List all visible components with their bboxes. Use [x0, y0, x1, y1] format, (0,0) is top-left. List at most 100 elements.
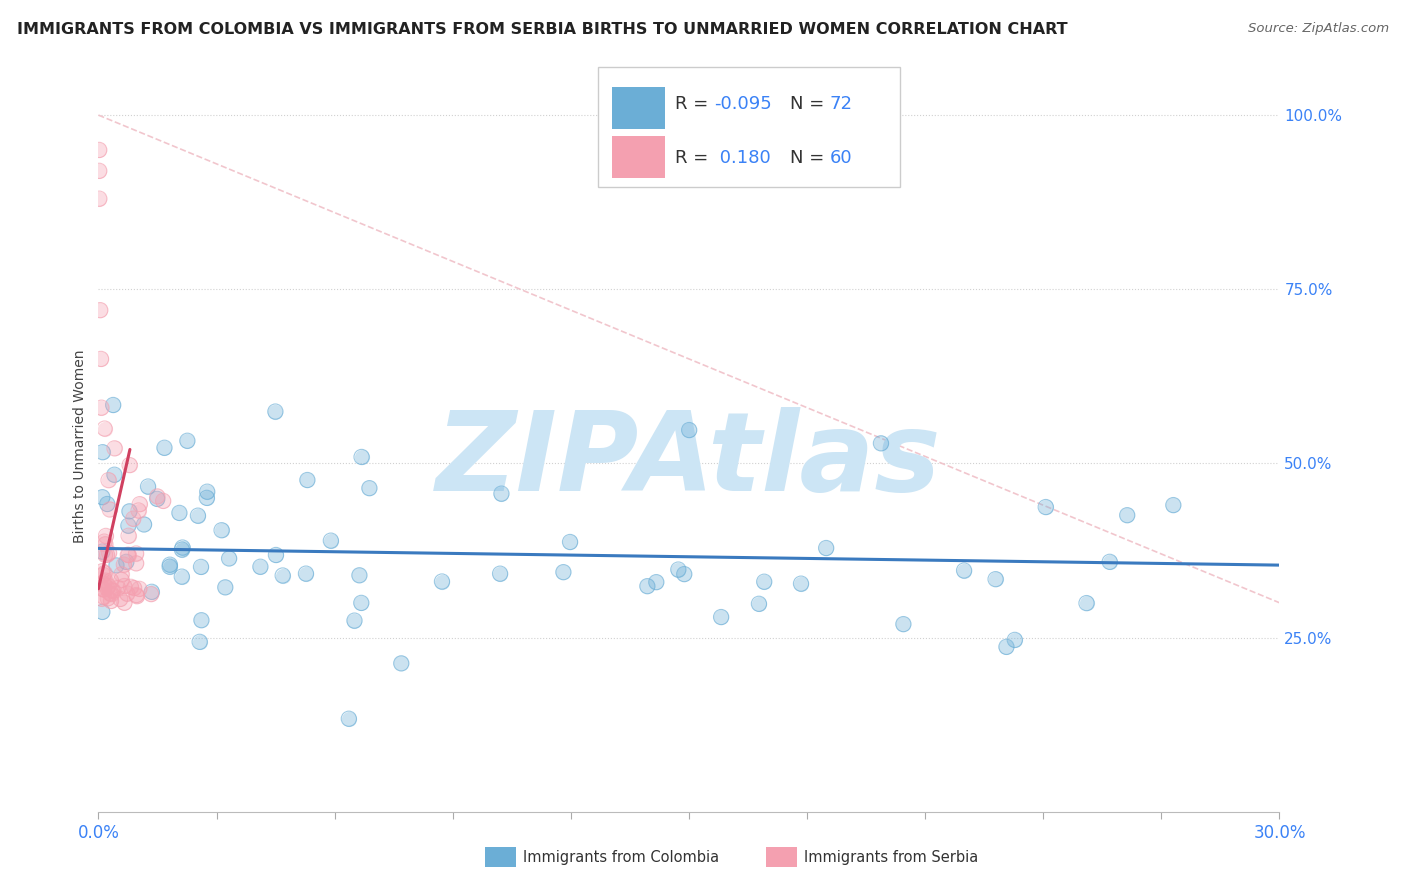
Point — [94, 537, 117, 551]
Point — [125, 589, 148, 603]
Point — [249, 559, 271, 574]
Point — [90, 401, 112, 415]
Point — [125, 547, 148, 561]
Point — [93, 576, 115, 591]
Point — [101, 583, 124, 598]
Point — [159, 558, 181, 572]
Point — [188, 635, 211, 649]
Point — [101, 583, 124, 598]
Point — [94, 537, 117, 551]
Point — [89, 303, 111, 318]
Point — [666, 563, 689, 577]
Point — [105, 558, 128, 573]
Point — [195, 491, 218, 505]
Point — [103, 584, 125, 599]
Point — [489, 566, 512, 581]
Point — [91, 605, 114, 619]
Point — [98, 502, 121, 516]
Point — [107, 581, 129, 595]
Point — [645, 575, 668, 590]
Point — [350, 450, 373, 464]
Point — [115, 586, 138, 600]
Point — [153, 441, 176, 455]
Point — [1163, 498, 1185, 512]
Point — [264, 548, 287, 562]
Point — [100, 587, 122, 601]
Point — [645, 575, 668, 590]
Point — [170, 542, 193, 557]
Point — [122, 512, 145, 526]
Point — [110, 573, 132, 587]
Text: -0.095: -0.095 — [714, 95, 772, 113]
Point — [710, 610, 733, 624]
Point — [114, 596, 136, 610]
Point — [218, 551, 240, 566]
Point — [91, 445, 114, 459]
Point — [122, 512, 145, 526]
Point — [96, 548, 118, 562]
Point — [195, 491, 218, 505]
Point — [91, 490, 114, 504]
Point — [93, 576, 115, 591]
Point — [91, 564, 114, 578]
Text: 72: 72 — [830, 95, 852, 113]
Point — [132, 517, 155, 532]
Point — [297, 473, 319, 487]
Point — [558, 535, 581, 549]
Point — [98, 586, 121, 600]
Point — [98, 546, 121, 560]
Point — [190, 613, 212, 627]
Text: N =: N = — [790, 149, 830, 167]
Point — [112, 558, 135, 572]
Point — [349, 568, 371, 582]
Point — [430, 574, 453, 589]
Point — [190, 560, 212, 574]
Point — [170, 569, 193, 583]
Point — [117, 518, 139, 533]
Point — [93, 534, 115, 549]
Point — [89, 164, 111, 178]
Text: Immigrants from Serbia: Immigrants from Serbia — [804, 850, 979, 864]
Text: ZIPAtlas: ZIPAtlas — [436, 407, 942, 514]
Point — [100, 574, 122, 588]
Point — [350, 450, 373, 464]
Text: N =: N = — [790, 95, 830, 113]
Point — [96, 581, 118, 595]
Point — [271, 568, 294, 582]
Point — [117, 529, 139, 543]
Point — [141, 584, 163, 599]
Point — [93, 568, 115, 582]
Point — [93, 534, 115, 549]
Point — [103, 467, 125, 482]
Point — [1116, 508, 1139, 523]
Point — [169, 506, 191, 520]
Point — [319, 533, 342, 548]
Point — [97, 591, 120, 606]
Point — [359, 481, 381, 495]
Text: IMMIGRANTS FROM COLOMBIA VS IMMIGRANTS FROM SERBIA BIRTHS TO UNMARRIED WOMEN COR: IMMIGRANTS FROM COLOMBIA VS IMMIGRANTS F… — [17, 22, 1067, 37]
Point — [90, 351, 112, 366]
Point — [553, 565, 575, 579]
Point — [115, 555, 138, 569]
Point — [93, 582, 115, 597]
Point — [89, 143, 111, 157]
Point — [100, 574, 122, 588]
Point — [139, 587, 162, 601]
Point — [117, 548, 139, 562]
Point — [105, 558, 128, 573]
Point — [666, 563, 689, 577]
Point — [815, 541, 838, 555]
Point — [97, 591, 120, 606]
Point — [249, 559, 271, 574]
Point — [89, 192, 111, 206]
Point — [98, 586, 121, 600]
Point — [93, 566, 115, 581]
Point — [100, 587, 122, 601]
Point — [678, 423, 700, 437]
Point — [870, 436, 893, 450]
Point — [995, 640, 1018, 654]
Point — [115, 586, 138, 600]
Point — [673, 567, 696, 582]
Point — [128, 503, 150, 517]
Point — [117, 548, 139, 562]
